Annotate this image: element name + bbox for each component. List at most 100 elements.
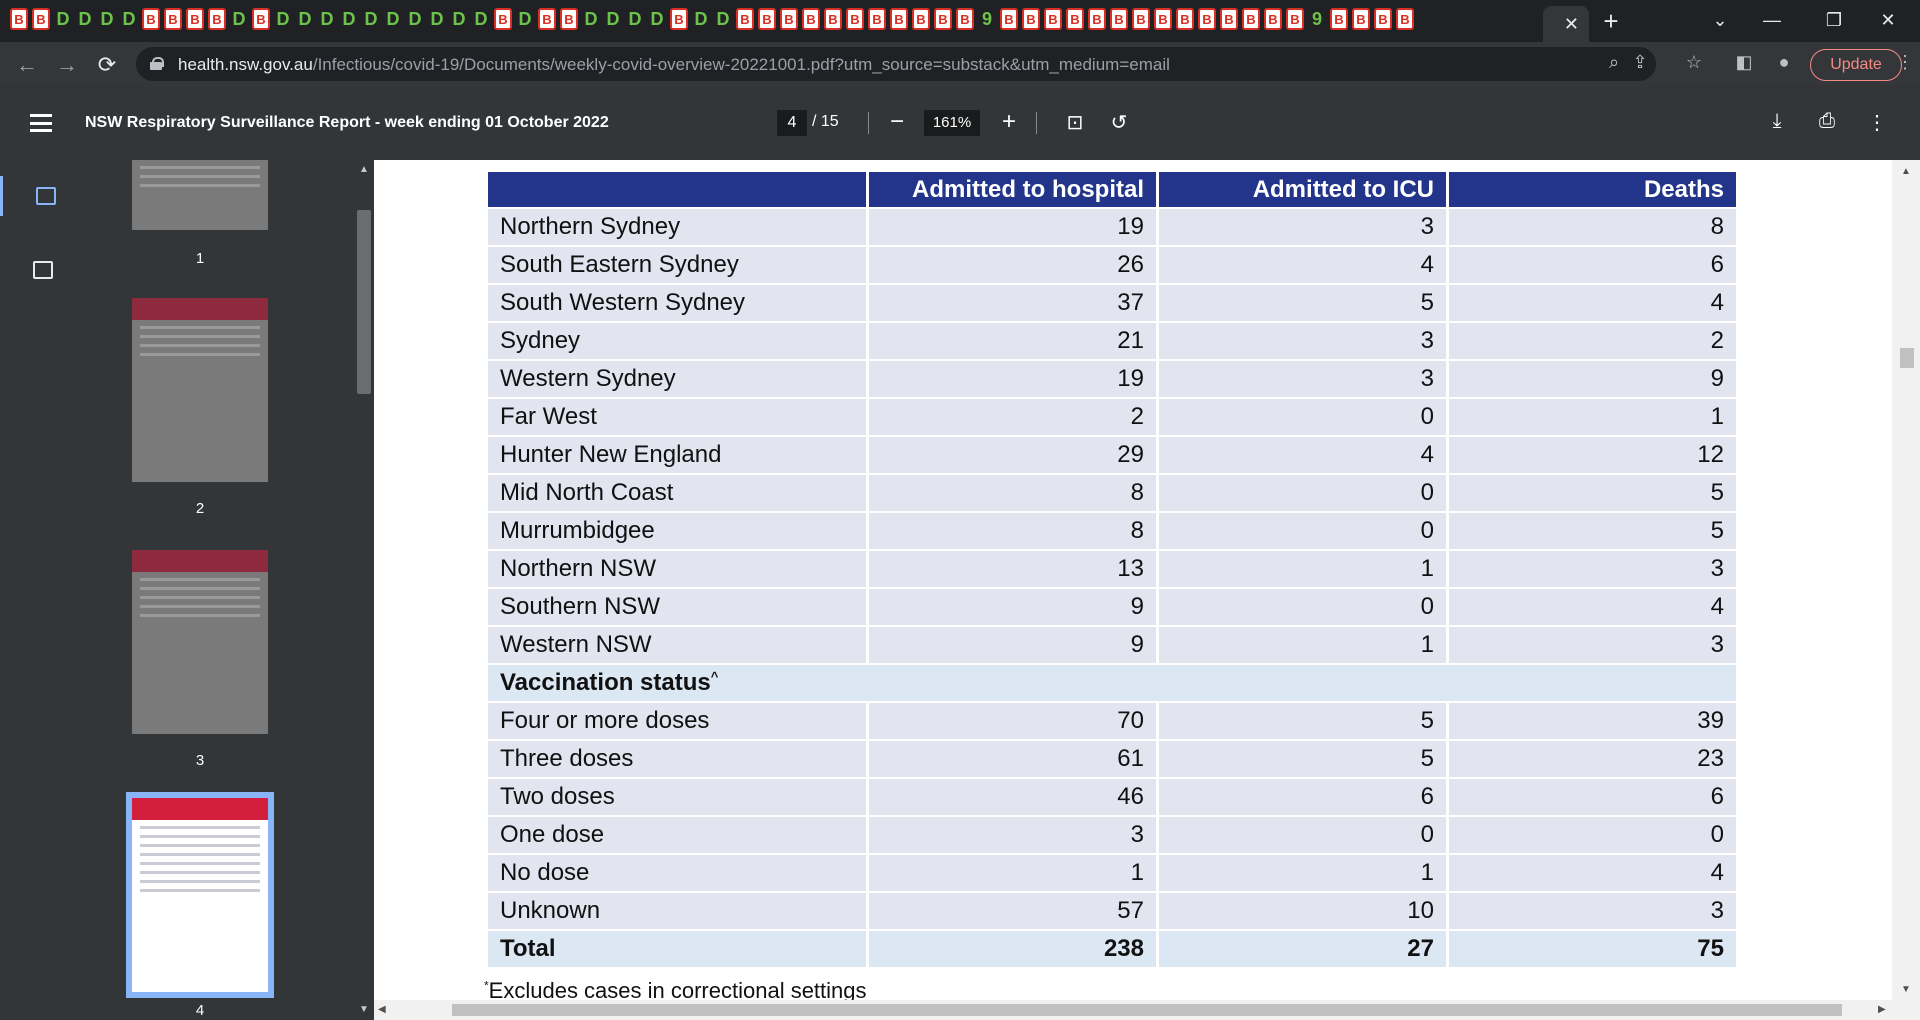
side-panel-icon[interactable]: ◧ — [1735, 52, 1753, 72]
sidebar-scrollbar[interactable]: ▲ ▼ — [354, 160, 374, 1020]
minimize-button[interactable]: — — [1763, 10, 1781, 30]
play-tab-icon[interactable]: D — [386, 8, 400, 29]
play-tab-icon[interactable]: D — [232, 8, 246, 29]
b-tab-icon[interactable]: B — [186, 8, 204, 30]
close-tab-icon[interactable]: ✕ — [1563, 13, 1579, 34]
play-tab-icon[interactable]: D — [298, 8, 312, 29]
play-tab-icon[interactable]: D — [694, 8, 708, 29]
b-tab-icon[interactable]: B — [824, 8, 842, 30]
outline-view-tab[interactable] — [0, 250, 84, 290]
b-tab-icon[interactable]: B — [1088, 8, 1106, 30]
thumbnail-view-tab[interactable] — [0, 176, 84, 216]
b-tab-icon[interactable]: B — [10, 8, 28, 30]
b-tab-icon[interactable]: B — [538, 8, 556, 30]
b-tab-icon[interactable]: B — [1000, 8, 1018, 30]
b-tab-icon[interactable]: B — [1264, 8, 1282, 30]
b-tab-icon[interactable]: B — [890, 8, 908, 30]
play-tab-icon[interactable]: D — [430, 8, 444, 29]
b-tab-icon[interactable]: B — [1132, 8, 1150, 30]
b-tab-icon[interactable]: B — [934, 8, 952, 30]
scroll-right-arrow-icon[interactable]: ▶ — [1878, 1004, 1886, 1015]
b-tab-icon[interactable]: B — [670, 8, 688, 30]
play-tab-icon[interactable]: D — [584, 8, 598, 29]
restore-button[interactable]: ❐ — [1825, 10, 1843, 30]
b-tab-icon[interactable]: B — [1176, 8, 1194, 30]
pdf-more-icon[interactable]: ⋮ — [1867, 112, 1887, 134]
zoom-in-icon[interactable]: + — [1001, 108, 1016, 135]
b-tab-icon[interactable]: B — [868, 8, 886, 30]
scroll-down-arrow-icon[interactable]: ▼ — [1901, 984, 1911, 995]
b-tab-icon[interactable]: B — [1066, 8, 1084, 30]
page-thumbnail-1[interactable] — [132, 160, 268, 230]
page-number-input[interactable]: 4 — [777, 110, 807, 136]
play-tab-icon[interactable]: D — [276, 8, 290, 29]
b-tab-icon[interactable]: B — [1220, 8, 1238, 30]
omnibox[interactable]: health.nsw.gov.au/Infectious/covid-19/Do… — [136, 47, 1656, 81]
play-tab-icon[interactable]: D — [100, 8, 114, 29]
scroll-down-arrow-icon[interactable]: ▼ — [359, 1004, 369, 1015]
horizontal-scroll-thumb[interactable] — [452, 1004, 1842, 1016]
active-tab[interactable]: ✕ — [1543, 6, 1589, 42]
page-thumbnail-4[interactable] — [126, 792, 274, 998]
play-tab-icon[interactable]: D — [364, 8, 378, 29]
zoom-out-icon[interactable]: − — [889, 108, 904, 135]
scroll-up-arrow-icon[interactable]: ▲ — [1901, 166, 1911, 177]
play-tab-icon[interactable]: D — [518, 8, 532, 29]
back-arrow-icon[interactable]: ← — [16, 52, 38, 77]
b-tab-icon[interactable]: B — [560, 8, 578, 30]
play-tab-icon[interactable]: D — [408, 8, 422, 29]
b-tab-icon[interactable]: B — [1022, 8, 1040, 30]
b-tab-icon[interactable]: B — [1352, 8, 1370, 30]
play-tab-icon[interactable]: D — [716, 8, 730, 29]
play-tab-icon[interactable]: D — [606, 8, 620, 29]
b-tab-icon[interactable]: B — [494, 8, 512, 30]
new-tab-button[interactable]: + — [1603, 6, 1619, 36]
play-tab-icon[interactable]: D — [56, 8, 70, 29]
b-tab-icon[interactable]: B — [1286, 8, 1304, 30]
page-scroll-thumb[interactable] — [1900, 348, 1914, 368]
profile-avatar-icon[interactable]: ● — [1778, 52, 1790, 72]
play-tab-icon[interactable]: D — [78, 8, 92, 29]
tab-search-button[interactable]: ⌄ — [1712, 10, 1728, 30]
update-button[interactable]: Update — [1810, 49, 1902, 81]
share-icon[interactable]: ⇪ — [1632, 52, 1648, 72]
forward-arrow-icon[interactable]: → — [56, 52, 78, 77]
b-tab-icon[interactable]: B — [142, 8, 160, 30]
b-tab-icon[interactable]: B — [912, 8, 930, 30]
sidebar-scroll-thumb[interactable] — [357, 210, 371, 394]
b-tab-icon[interactable]: B — [1198, 8, 1216, 30]
b-tab-icon[interactable]: B — [1044, 8, 1062, 30]
b-tab-icon[interactable]: B — [846, 8, 864, 30]
bookmark-star-icon[interactable]: ☆ — [1685, 52, 1703, 72]
play-tab-icon[interactable]: D — [628, 8, 642, 29]
b-tab-icon[interactable]: B — [956, 8, 974, 30]
horizontal-scrollbar[interactable]: ◀ ▶ — [374, 1000, 1892, 1020]
url-text[interactable]: health.nsw.gov.au/Infectious/covid-19/Do… — [178, 55, 1170, 75]
print-icon[interactable]: ⎙ — [1819, 110, 1835, 132]
b-tab-icon[interactable]: B — [1110, 8, 1128, 30]
play-tab-icon[interactable]: D — [650, 8, 664, 29]
b-tab-icon[interactable]: B — [252, 8, 270, 30]
page-thumbnail-3[interactable] — [132, 550, 268, 734]
b-tab-icon[interactable]: B — [1396, 8, 1414, 30]
hamburger-menu-icon[interactable] — [30, 114, 52, 132]
page-thumbnail-2[interactable] — [132, 298, 268, 482]
b-tab-icon[interactable]: B — [164, 8, 182, 30]
zoom-icon[interactable]: ⌕ — [1608, 52, 1620, 72]
g-tab-icon[interactable]: 9 — [1311, 8, 1322, 29]
b-tab-icon[interactable]: B — [736, 8, 754, 30]
play-tab-icon[interactable]: D — [452, 8, 466, 29]
close-window-button[interactable]: ✕ — [1880, 10, 1896, 30]
b-tab-icon[interactable]: B — [32, 8, 50, 30]
b-tab-icon[interactable]: B — [1154, 8, 1172, 30]
scroll-up-arrow-icon[interactable]: ▲ — [359, 164, 369, 175]
play-tab-icon[interactable]: D — [122, 8, 136, 29]
rotate-icon[interactable]: ↺ — [1110, 112, 1128, 134]
page-scrollbar[interactable]: ▲ ▼ — [1892, 160, 1920, 1020]
scroll-left-arrow-icon[interactable]: ◀ — [378, 1004, 386, 1015]
browser-menu-icon[interactable]: ⋮ — [1896, 52, 1914, 72]
play-tab-icon[interactable]: D — [474, 8, 488, 29]
reload-icon[interactable]: ⟳ — [97, 52, 117, 77]
b-tab-icon[interactable]: B — [1242, 8, 1260, 30]
b-tab-icon[interactable]: B — [1330, 8, 1348, 30]
